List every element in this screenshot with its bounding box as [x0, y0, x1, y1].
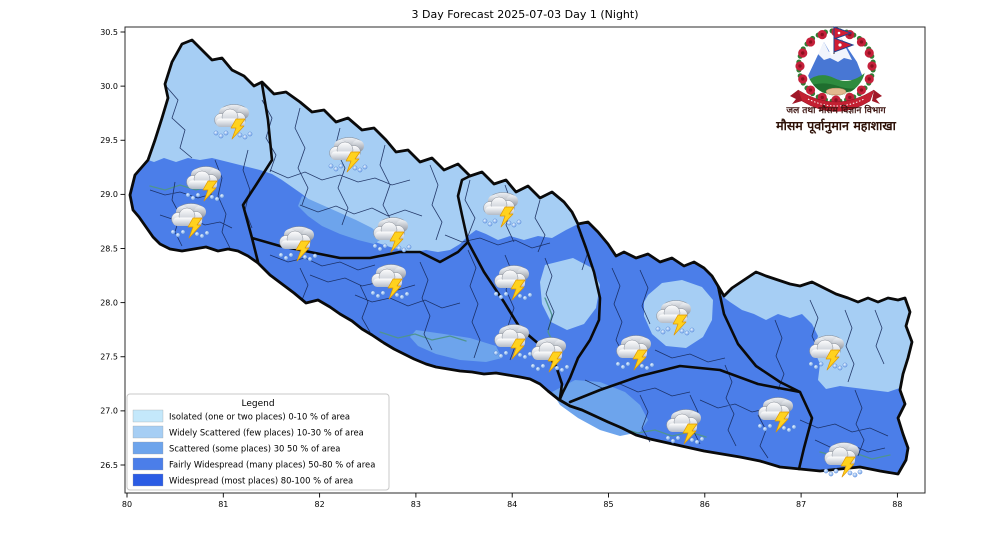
garland-flower-center	[798, 64, 802, 68]
scattered-regions	[298, 196, 648, 436]
river-lines	[149, 184, 891, 460]
x-axis-tick-label: 87	[796, 500, 806, 509]
x-axis-tick-label: 83	[411, 500, 421, 509]
garland-flower-center	[820, 32, 824, 37]
garland-flower-center	[870, 64, 874, 68]
y-axis-tick-label: 27.5	[100, 353, 118, 362]
plot-border	[124, 26, 926, 494]
y-axis-tick-label: 30.0	[100, 82, 118, 91]
legend-item-label: Widespread (most places) 80-100 % of are…	[169, 476, 353, 486]
y-axis-tick-label: 29.5	[100, 136, 118, 145]
figure-title: 3 Day Forecast 2025-07-03 Day 1 (Night)	[411, 8, 638, 21]
handshake-icon	[825, 87, 847, 96]
nepal-map	[128, 38, 914, 478]
legend-swatch	[132, 473, 164, 487]
garland-flower-center	[801, 51, 805, 55]
y-axis: 30.5 30.0 29.5 29.0 28.5 28.0 27.5 27.0 26.5	[100, 28, 125, 470]
province-boundaries	[241, 82, 814, 471]
x-axis-tick-label: 81	[218, 500, 228, 509]
garland-flower-center	[808, 88, 813, 92]
legend-item-label: Widely Scattered (few places) 10-30 % of…	[169, 428, 364, 438]
garland-flower-center	[859, 40, 864, 44]
x-axis: 80 81 82 83 84 85 86 87 88	[122, 493, 902, 509]
legend-swatch	[132, 441, 164, 455]
x-axis-tick-label: 82	[315, 500, 325, 509]
garland-flower-center	[859, 88, 864, 92]
legend-title: Legend	[241, 399, 274, 409]
logo-text-line2: मौसम पूर्वानुमान महाशाखा	[775, 118, 897, 134]
legend-item-label: Isolated (one or two places) 0-10 % of a…	[169, 412, 350, 422]
x-axis-tick-label: 84	[507, 500, 517, 509]
y-axis-tick-label: 27.0	[100, 407, 118, 416]
garland-flower-center	[820, 95, 824, 100]
legend: Legend Isolated (one or two places) 0-10…	[126, 393, 390, 491]
nepal-flag-icon	[833, 26, 855, 54]
garland-flower-center	[867, 77, 871, 81]
x-axis-tick-label: 85	[603, 500, 613, 509]
ribbon-tail-right	[872, 90, 882, 104]
y-axis-tick-label: 26.5	[100, 461, 118, 470]
rhododendron-garland	[795, 27, 877, 105]
legend-swatch	[132, 425, 164, 439]
garland-flower-center	[808, 40, 813, 44]
legend-swatch	[132, 457, 164, 471]
legend-item-label: Scattered (some places) 30 50 % of area	[169, 444, 340, 454]
garland-flower-center	[867, 51, 871, 55]
ribbon-banner	[797, 89, 875, 112]
dhm-logo: जल तथा मौसम विज्ञान विभाग मौसम पूर्वानुम…	[775, 26, 897, 134]
ribbon-tail-left	[790, 90, 802, 104]
garland-flower-center	[801, 77, 805, 81]
legend-item-label: Fairly Widespread (many places) 50-80 % …	[169, 460, 375, 470]
x-axis-tick-label: 80	[122, 500, 132, 509]
garland-flower-center	[848, 95, 852, 100]
legend-swatch	[132, 409, 164, 423]
banner-script	[807, 98, 865, 107]
logo-text-line1: जल तथा मौसम विज्ञान विभाग	[785, 104, 886, 116]
legend-box	[126, 393, 390, 491]
y-axis-tick-label: 30.5	[100, 28, 118, 37]
x-axis-tick-label: 88	[892, 500, 902, 509]
y-axis-tick-label: 28.5	[100, 244, 118, 253]
y-axis-tick-label: 28.0	[100, 298, 118, 307]
y-axis-tick-label: 29.0	[100, 190, 118, 199]
x-axis-tick-label: 86	[700, 500, 710, 509]
garland-flower-center	[834, 98, 838, 102]
country-outline	[128, 38, 914, 476]
